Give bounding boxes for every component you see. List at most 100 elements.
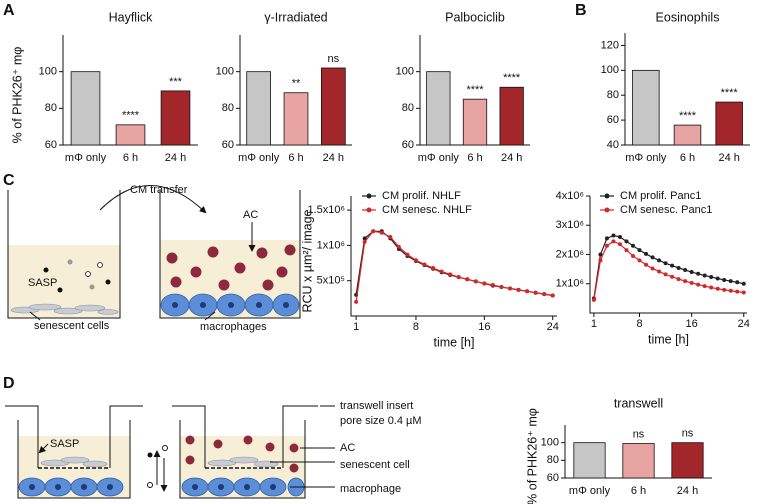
- panel-label: B: [575, 2, 587, 19]
- series-point: [388, 234, 393, 239]
- ac-label: AC: [243, 209, 258, 221]
- series-point: [663, 261, 668, 266]
- bar: [715, 101, 743, 146]
- series-point: [525, 289, 530, 294]
- series-point: [362, 239, 367, 244]
- x-tick-label: 6 h: [467, 152, 482, 164]
- series-point: [396, 244, 401, 249]
- sasp-label: SASP: [50, 438, 79, 450]
- d-label: macrophage: [340, 483, 401, 495]
- chart-title: transwell: [614, 396, 663, 410]
- y-tick-label: 3x10⁶: [556, 219, 584, 231]
- y-tick-label: 100: [216, 66, 234, 78]
- bar: [283, 92, 309, 146]
- bar: [115, 124, 146, 146]
- series-point: [482, 281, 487, 286]
- series-point: [670, 274, 675, 279]
- series-point: [741, 281, 746, 286]
- y-tick-label: 100: [601, 64, 619, 76]
- y-tick-label: 60: [547, 472, 559, 484]
- series-point: [650, 266, 655, 271]
- x-tick-label: 6 h: [631, 485, 646, 497]
- series-point: [670, 263, 675, 268]
- x-axis-label: time [h]: [648, 332, 689, 346]
- y-tick-label: 60: [222, 139, 234, 151]
- bar: [673, 124, 702, 146]
- y-tick-label: 1x10⁶: [317, 239, 345, 251]
- diagram-d: SASP transwell insert pore size 0.4 µM A…: [5, 400, 422, 499]
- series-point: [422, 262, 427, 267]
- significance-label: ****: [721, 87, 739, 99]
- series-line: [593, 240, 744, 300]
- y-tick-label: 1x10⁶: [556, 278, 584, 290]
- significance-label: ns: [328, 53, 340, 65]
- series-point: [598, 252, 603, 257]
- panel-label: D: [3, 375, 15, 392]
- d-label: senescent cell: [340, 459, 410, 471]
- series-point: [611, 233, 616, 238]
- y-tick-label: 80: [45, 102, 57, 114]
- series-point: [542, 292, 547, 297]
- diagram-c: SASP senescent cells CM transfer AC macr…: [7, 184, 301, 333]
- series-point: [722, 287, 727, 292]
- x-tick-label: 6 h: [123, 152, 138, 164]
- series-point: [405, 252, 410, 257]
- y-tick-label: 5x10⁵: [317, 275, 345, 287]
- y-tick-label: 60: [45, 139, 57, 151]
- bar: [160, 90, 191, 146]
- series-point: [617, 234, 622, 239]
- series-point: [650, 255, 655, 260]
- macrophages-label: macrophages: [200, 321, 267, 333]
- x-tick-label: 24 h: [501, 152, 522, 164]
- bar: [320, 67, 346, 146]
- significance-label: ***: [169, 76, 183, 88]
- bar: [462, 98, 488, 146]
- series-point: [431, 266, 436, 270]
- y-tick-label: 40: [607, 139, 619, 151]
- series-point: [702, 273, 707, 278]
- series-point: [696, 282, 701, 287]
- series-point: [676, 265, 681, 270]
- series-line: [355, 230, 553, 302]
- panel-label: C: [3, 172, 15, 189]
- series-point: [637, 258, 642, 263]
- bar: [499, 86, 524, 146]
- x-tick-label: 1: [591, 318, 597, 330]
- series-point: [448, 272, 453, 277]
- series-point: [630, 243, 635, 248]
- y-tick-label: 80: [222, 102, 234, 114]
- series-point: [604, 243, 609, 248]
- bar: [573, 442, 606, 479]
- x-tick-label: 6 h: [680, 152, 695, 164]
- series-point: [465, 277, 470, 282]
- series-point: [362, 236, 367, 241]
- series-point: [550, 293, 555, 298]
- series-point: [689, 270, 694, 275]
- legend-marker: [604, 193, 610, 199]
- legend-marker: [366, 207, 372, 213]
- series-point: [598, 258, 603, 263]
- series-point: [657, 269, 662, 274]
- series-point: [709, 275, 714, 280]
- y-axis-label: RCU x µm²/ image: [300, 209, 314, 312]
- series-point: [709, 285, 714, 290]
- series-point: [413, 258, 418, 263]
- series-point: [379, 230, 384, 235]
- series-point: [728, 288, 733, 293]
- x-tick-label: 16: [686, 318, 698, 330]
- significance-label: ****: [122, 110, 140, 122]
- y-tick-label: 1.5x10⁶: [307, 204, 345, 216]
- legend-marker: [366, 193, 372, 199]
- x-tick-label: 24: [738, 318, 750, 330]
- senescent-label: senescent cells: [34, 320, 110, 332]
- chart-title: Hayflick: [109, 10, 154, 24]
- x-tick-label: mΦ only: [238, 152, 280, 164]
- y-tick-label: 80: [402, 102, 414, 114]
- y-tick-label: 2x10⁶: [556, 248, 584, 260]
- series-point: [617, 242, 622, 247]
- bar: [246, 71, 272, 146]
- bar: [426, 71, 451, 146]
- d-label: pore size 0.4 µM: [340, 415, 422, 427]
- series-point: [439, 269, 444, 274]
